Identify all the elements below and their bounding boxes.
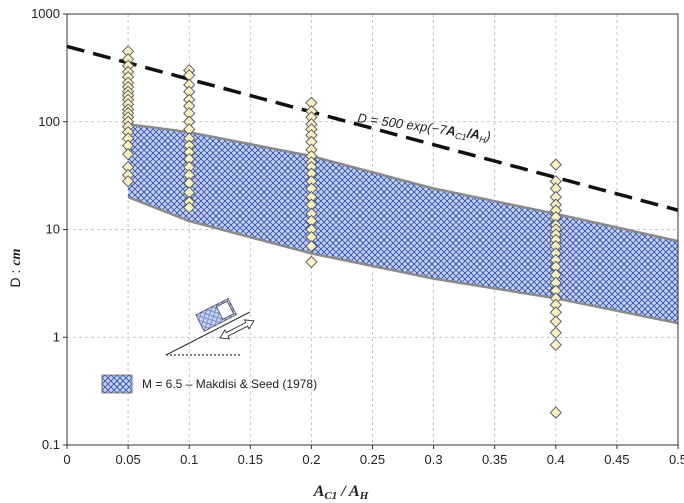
x-tick-label: 0.5 (669, 452, 684, 467)
band-lower-bound (127, 195, 679, 325)
x-tick-label: 0 (63, 452, 70, 467)
band-area (128, 124, 679, 324)
x-tick-label: 0.15 (238, 452, 263, 467)
y-axis-label: D : cm (7, 248, 24, 287)
x-axis-label-sub1: C1 (324, 490, 337, 502)
data-point (549, 326, 562, 339)
curve-label-sub2: H (479, 134, 487, 145)
data-point (305, 240, 318, 253)
data-point (549, 158, 562, 171)
data-point (121, 148, 135, 161)
exponential-curve (66, 44, 679, 212)
y-tick-label: 100 (38, 114, 60, 129)
y-tick-label: 1 (53, 329, 60, 344)
x-tick-label: 0.4 (547, 452, 565, 467)
sliding-block-icon (165, 297, 255, 356)
x-axis-label-mid: / A (337, 483, 360, 500)
y-axis-label-prefix: D : (7, 266, 23, 288)
x-tick-label: 0.2 (302, 452, 320, 467)
x-axis-ticks: 0 0.05 0.1 0.15 0.2 0.25 0.3 0.35 0.4 0.45 0.5 (63, 445, 684, 467)
legend-label: M = 6.5 – Makdisi & Seed (1978) (142, 377, 317, 391)
data-point (183, 201, 196, 214)
x-tick-label: 0.45 (604, 452, 629, 467)
y-axis-ticks: 0.1 1 10 100 1000 (31, 6, 67, 452)
x-tick-label: 0.25 (360, 452, 385, 467)
x-tick-label: 0.1 (180, 452, 198, 467)
points-layer (121, 45, 562, 419)
curve-layer (66, 44, 679, 212)
y-tick-label: 1000 (31, 6, 60, 21)
y-axis-label-unit: cm (9, 248, 24, 265)
data-point (549, 338, 562, 351)
x-axis-label-a: A (313, 483, 325, 500)
data-point (549, 406, 562, 419)
band-layer (127, 122, 679, 325)
curve-label-a: A (444, 122, 456, 138)
x-axis-label-sub2: H (359, 490, 369, 502)
curve-label-sub1: C1 (454, 131, 467, 143)
band-upper-bound (127, 122, 679, 243)
y-tick-label: 10 (46, 222, 60, 237)
curve-label: D = 500 exp(−7AC1/AH) (356, 110, 491, 146)
x-tick-label: 0.3 (425, 452, 443, 467)
curve-label-prefix: D = 500 exp(−7 (357, 110, 449, 137)
data-point (549, 315, 562, 328)
curve-label-mid: /A (465, 125, 481, 142)
data-point (121, 175, 135, 188)
x-tick-label: 0.35 (482, 452, 507, 467)
x-axis-label: AC1 / AH (313, 483, 369, 502)
curve-label-suffix: ) (483, 128, 491, 144)
data-point (305, 255, 318, 269)
x-tick-label: 0.05 (115, 452, 140, 467)
legend-swatch (101, 374, 133, 394)
legend: M = 6.5 – Makdisi & Seed (1978) (101, 374, 317, 394)
y-tick-label: 0.1 (42, 437, 60, 452)
